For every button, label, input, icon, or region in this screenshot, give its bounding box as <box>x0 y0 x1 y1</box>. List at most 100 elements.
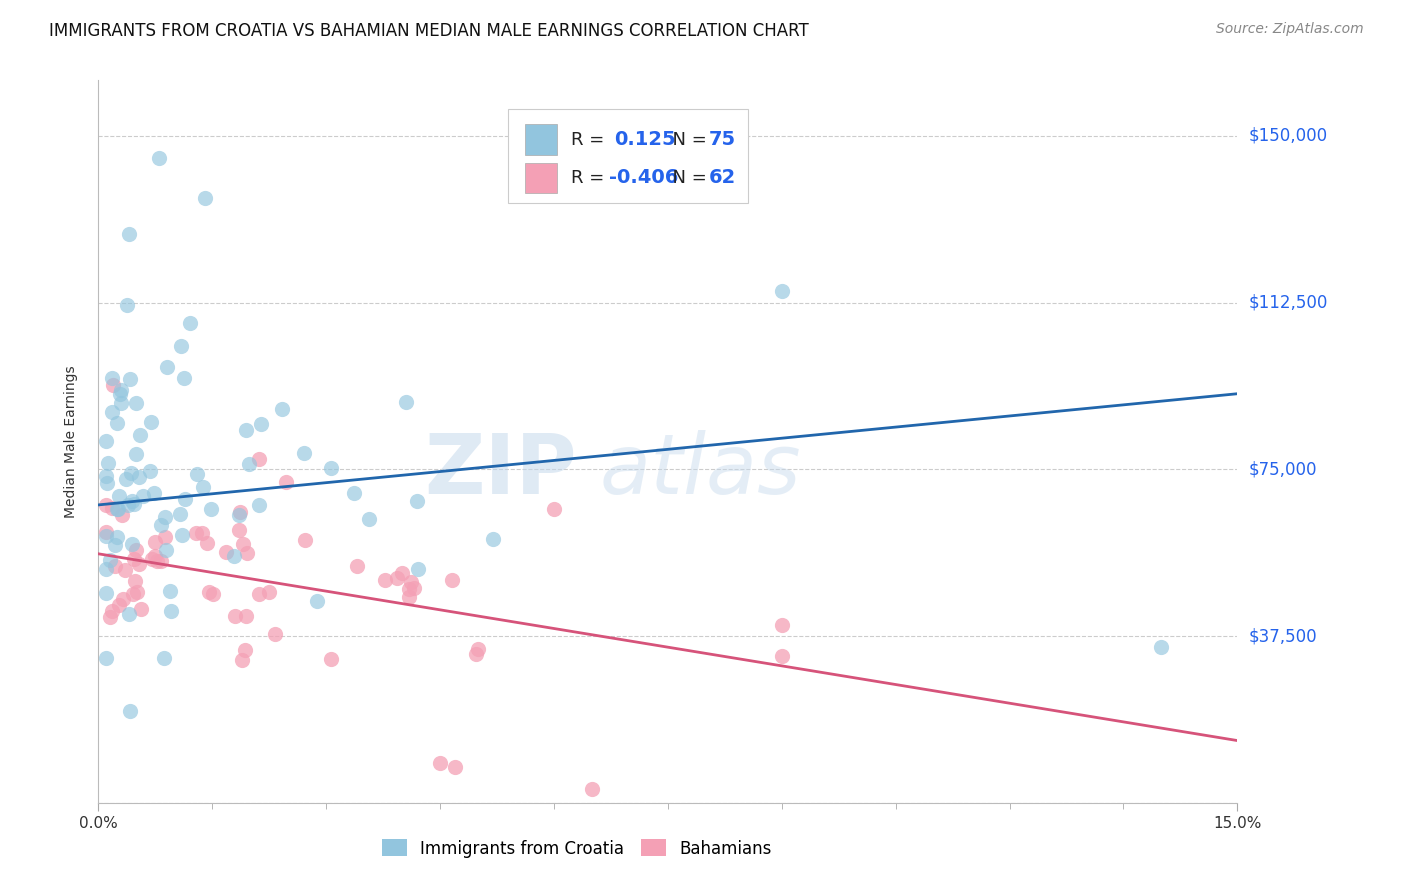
Point <box>101 500 124 515</box>
Text: ZIP: ZIP <box>425 430 576 511</box>
Point <box>247 498 270 512</box>
Point <box>235 608 257 623</box>
Point <box>132 489 155 503</box>
Point <box>229 505 252 519</box>
Point <box>128 557 150 571</box>
Point <box>117 498 139 512</box>
Point <box>114 471 136 485</box>
Point <box>107 489 129 503</box>
Point <box>193 480 215 494</box>
Text: 75: 75 <box>709 130 735 149</box>
Text: IMMIGRANTS FROM CROATIA VS BAHAMIAN MEDIAN MALE EARNINGS CORRELATION CHART: IMMIGRANTS FROM CROATIA VS BAHAMIAN MEDI… <box>49 22 808 40</box>
Point <box>159 584 181 599</box>
Y-axis label: Median Male Earnings: Median Male Earnings <box>63 365 77 518</box>
Point <box>125 585 148 599</box>
Point <box>264 626 287 640</box>
Point <box>235 423 257 437</box>
Point <box>159 604 181 618</box>
Point <box>155 510 177 524</box>
Point <box>94 525 117 540</box>
Point <box>346 558 368 573</box>
Point <box>770 618 793 632</box>
Point <box>1150 640 1173 655</box>
Point <box>198 584 221 599</box>
Point <box>104 538 127 552</box>
Point <box>153 650 176 665</box>
Text: 0.125: 0.125 <box>614 130 676 149</box>
Point <box>121 494 143 508</box>
Text: $150,000: $150,000 <box>1249 127 1327 145</box>
Text: $37,500: $37,500 <box>1249 627 1317 645</box>
Bar <box>526 162 557 193</box>
Point <box>105 530 128 544</box>
Point <box>155 530 177 544</box>
Point <box>97 456 120 470</box>
Point <box>543 502 565 516</box>
Point <box>118 227 141 241</box>
Point <box>118 705 141 719</box>
Point <box>100 610 122 624</box>
Point <box>118 607 141 621</box>
Point <box>770 285 793 299</box>
Point <box>186 526 208 541</box>
Point <box>94 498 117 512</box>
Point <box>402 582 425 596</box>
Point <box>169 508 191 522</box>
Point <box>228 508 250 523</box>
Point <box>195 535 218 549</box>
Point <box>374 573 396 587</box>
Point <box>398 590 420 604</box>
Point <box>124 574 146 589</box>
Point <box>117 298 139 312</box>
Point <box>125 447 148 461</box>
Point <box>399 575 422 590</box>
Point <box>107 502 129 516</box>
Point <box>236 546 259 560</box>
Text: $112,500: $112,500 <box>1249 293 1327 311</box>
Point <box>274 475 297 489</box>
Point <box>124 496 146 510</box>
Point <box>94 650 117 665</box>
Bar <box>526 124 557 154</box>
Point <box>104 559 127 574</box>
Point <box>94 528 117 542</box>
Point <box>155 542 177 557</box>
Point <box>343 486 366 500</box>
Point <box>194 191 217 205</box>
Point <box>108 387 131 401</box>
Point <box>149 518 172 533</box>
Point <box>405 494 427 508</box>
Point <box>270 401 292 416</box>
Point <box>170 339 193 353</box>
Point <box>231 653 253 667</box>
Point <box>150 554 173 568</box>
Point <box>129 601 152 615</box>
Point <box>391 566 413 581</box>
Point <box>148 151 170 165</box>
Point <box>141 415 163 429</box>
Point <box>224 608 246 623</box>
Point <box>250 417 273 431</box>
Point <box>257 585 280 599</box>
Point <box>101 371 124 385</box>
Point <box>385 571 408 585</box>
Point <box>464 647 486 661</box>
Point <box>319 461 342 475</box>
Point <box>359 511 381 525</box>
Point <box>101 378 124 392</box>
Point <box>186 467 208 482</box>
Point <box>202 586 225 600</box>
Point <box>467 641 489 656</box>
Text: N =: N = <box>661 169 713 186</box>
Point <box>94 468 117 483</box>
Point <box>444 760 467 774</box>
Point <box>143 549 166 564</box>
Point <box>122 552 145 566</box>
Point <box>110 395 132 409</box>
Point <box>94 562 117 576</box>
Point <box>228 523 250 537</box>
Point <box>172 528 194 542</box>
Point <box>232 537 254 551</box>
Point <box>482 532 505 546</box>
Point <box>398 582 420 596</box>
